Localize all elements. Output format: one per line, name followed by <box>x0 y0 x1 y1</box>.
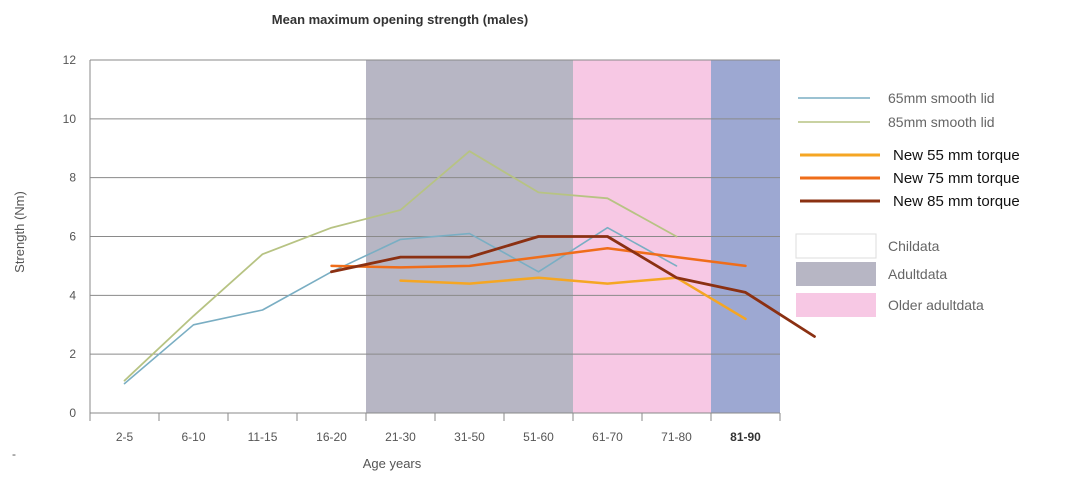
x-tick-label: 6-10 <box>181 430 205 444</box>
legend-label: New 85 mm torque <box>893 193 1020 210</box>
x-axis-label: Age years <box>363 456 422 471</box>
x-tick-labels: 2-5 6-10 11-15 16-20 21-30 31-50 51-60 61-70 71-… <box>89 413 781 444</box>
y-tick-label: 6 <box>69 230 76 244</box>
y-tick-label: 0 <box>69 406 76 420</box>
legend-swatch-box <box>795 233 877 259</box>
y-axis-label: Strength (Nm) <box>12 191 27 273</box>
legend-label: Older adultdata <box>888 297 984 313</box>
footnote-dash: - <box>12 447 16 461</box>
series-line-1 <box>123 150 678 382</box>
y-tick-label: 12 <box>63 53 77 67</box>
x-tick-label: 61-70 <box>592 430 623 444</box>
y-tick-label: 8 <box>69 171 76 185</box>
legend-label: Childata <box>888 238 940 254</box>
x-tick-label: 71-80 <box>661 430 692 444</box>
y-tick-labels: 0 2 4 6 8 10 12 <box>63 53 77 420</box>
legend: 65mm smooth lid 85mm smooth lid New 55 mm … <box>795 90 1020 317</box>
series-lines <box>123 150 816 385</box>
x-tick-label: 51-60 <box>523 430 554 444</box>
y-tick-label: 10 <box>63 112 77 126</box>
chart-title: Mean maximum opening strength (males) <box>272 12 528 27</box>
x-tick-label: 11-15 <box>248 430 278 444</box>
series-line-2 <box>399 276 747 321</box>
y-tick-label: 2 <box>69 347 76 361</box>
legend-label: 85mm smooth lid <box>888 114 995 130</box>
legend-label: New 75 mm torque <box>893 170 1020 187</box>
legend-label: Adultdata <box>888 266 947 282</box>
x-tick-label: 2-5 <box>116 430 134 444</box>
x-tick-label: 16-20 <box>316 430 347 444</box>
legend-swatch-box <box>796 262 876 286</box>
x-tick-label: 31-50 <box>454 430 485 444</box>
series-line-3 <box>330 247 747 269</box>
series-line-4 <box>330 235 816 338</box>
series-line-0 <box>123 226 678 385</box>
legend-label: New 55 mm torque <box>893 147 1020 164</box>
x-tick-label: 81-90 <box>730 430 761 444</box>
legend-swatch-box <box>796 293 876 317</box>
y-tick-label: 4 <box>69 288 76 302</box>
x-tick-label: 21-30 <box>385 430 416 444</box>
legend-label: 65mm smooth lid <box>888 90 995 106</box>
